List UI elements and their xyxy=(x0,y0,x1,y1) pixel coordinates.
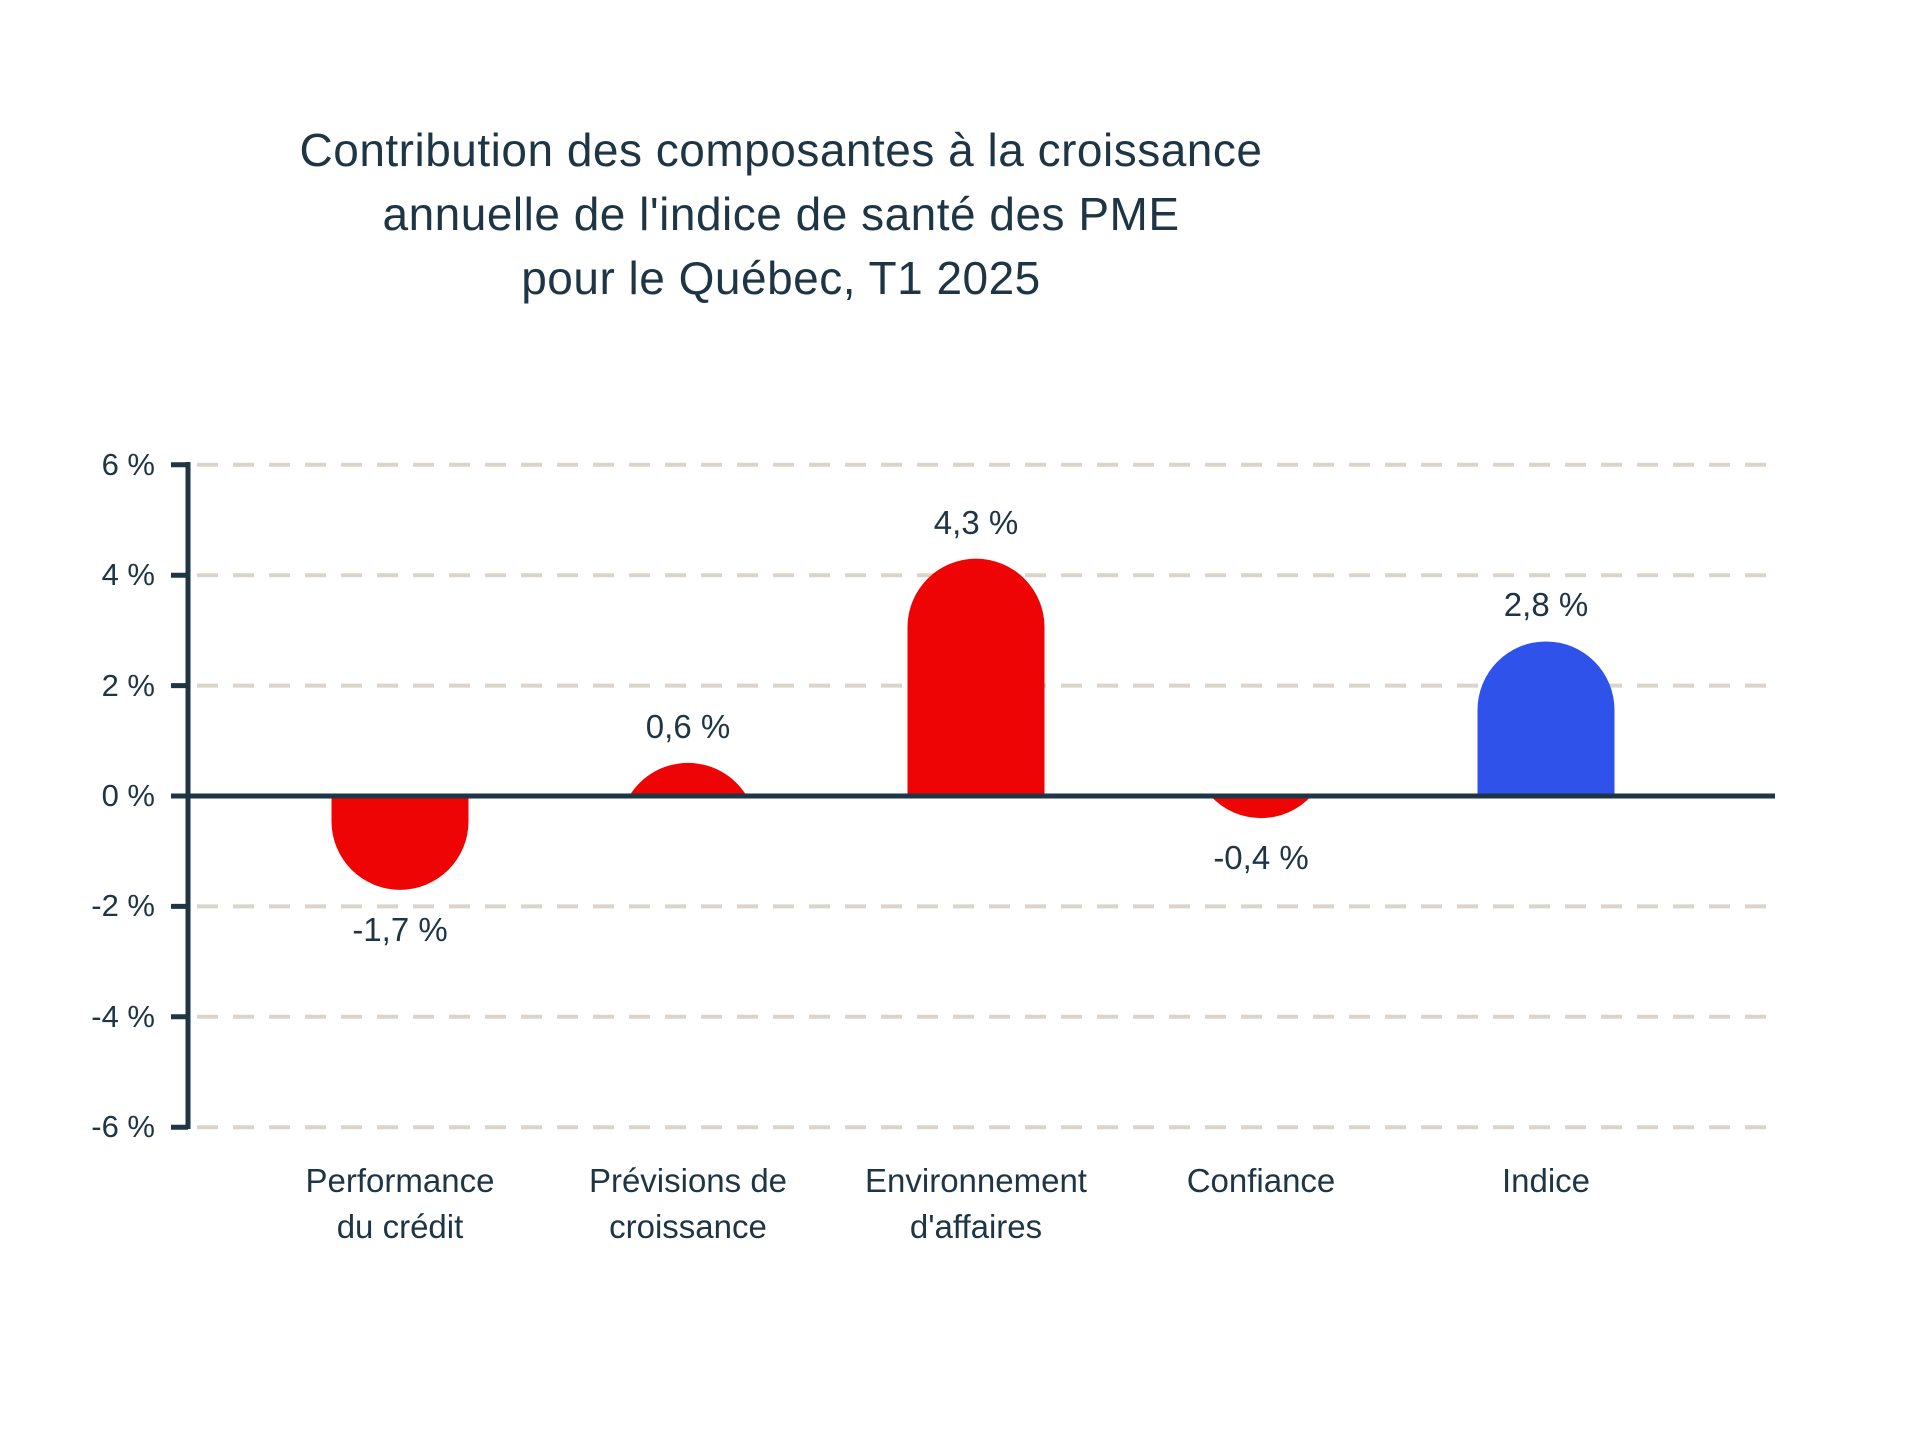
y-tick-label: 2 % xyxy=(101,667,155,703)
data-label-value: 4,3 % xyxy=(924,502,1028,543)
category-label: Environnement d'affaires xyxy=(826,1158,1126,1250)
chart-title: Contribution des composantes à la croiss… xyxy=(0,118,1562,310)
category-label-line: croissance xyxy=(609,1208,767,1245)
y-tick-label: -2 % xyxy=(91,888,155,924)
data-label: 2,8 % xyxy=(1426,583,1666,627)
y-tick-label: -6 % xyxy=(91,1109,155,1145)
bar xyxy=(907,558,1045,796)
category-label-line: Performance xyxy=(305,1162,495,1199)
bar xyxy=(1210,796,1312,819)
y-tick-label: -4 % xyxy=(91,998,155,1034)
data-label: -0,4 % xyxy=(1141,836,1381,880)
category-label-line: Confiance xyxy=(1186,1162,1336,1199)
y-tick-label: 0 % xyxy=(101,778,155,813)
category-label-line: Indice xyxy=(1501,1162,1591,1199)
chart-title-line-2: annuelle de l'indice de santé des PME xyxy=(382,188,1180,240)
data-label: 0,6 % xyxy=(568,705,808,749)
bar xyxy=(331,796,469,890)
category-label-line: Environnement xyxy=(865,1162,1087,1199)
category-label: Prévisions de croissance xyxy=(538,1158,838,1250)
category-label: Indice xyxy=(1396,1158,1696,1204)
y-tick-label: 4 % xyxy=(101,557,155,593)
category-label: Performance du crédit xyxy=(250,1158,550,1250)
data-label: 4,3 % xyxy=(856,501,1096,545)
chart-title-line-3: pour le Québec, T1 2025 xyxy=(521,252,1041,304)
data-label-value: -1,7 % xyxy=(343,909,457,950)
y-tick-label: 6 % xyxy=(101,446,155,482)
category-label-line: Prévisions de xyxy=(588,1162,788,1199)
data-label: -1,7 % xyxy=(280,908,520,952)
category-label: Confiance xyxy=(1111,1158,1411,1204)
data-label-value: 0,6 % xyxy=(636,706,740,747)
data-label-value: -0,4 % xyxy=(1204,838,1318,879)
bar xyxy=(629,762,747,796)
bar xyxy=(1477,641,1615,796)
category-label-line: du crédit xyxy=(336,1208,464,1245)
data-label-value: 2,8 % xyxy=(1494,585,1598,626)
chart-title-line-1: Contribution des composantes à la croiss… xyxy=(299,124,1263,176)
category-label-line: d'affaires xyxy=(909,1208,1043,1245)
